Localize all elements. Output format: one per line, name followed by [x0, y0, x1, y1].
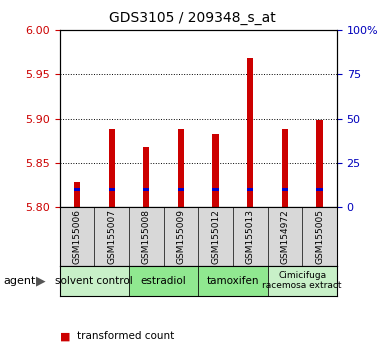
Text: solvent control: solvent control	[55, 275, 133, 286]
Bar	[316, 120, 323, 207]
Text: GSM154972: GSM154972	[280, 209, 290, 264]
Text: GSM155007: GSM155007	[107, 209, 116, 264]
Bar	[129, 266, 198, 296]
Bar	[143, 147, 149, 207]
Text: GSM155005: GSM155005	[315, 209, 324, 264]
Bar	[282, 188, 288, 191]
Bar	[213, 188, 219, 191]
Bar	[109, 188, 115, 191]
Text: transformed count: transformed count	[77, 331, 174, 341]
Bar	[213, 134, 219, 207]
Bar	[74, 188, 80, 191]
Bar	[178, 129, 184, 207]
Text: agent: agent	[4, 275, 36, 286]
Bar	[268, 266, 337, 296]
Bar	[282, 129, 288, 207]
Text: GSM155012: GSM155012	[211, 209, 220, 264]
Text: ▶: ▶	[35, 274, 45, 287]
Text: ■: ■	[60, 331, 70, 341]
Bar	[198, 266, 268, 296]
Bar	[247, 58, 253, 207]
Bar	[74, 182, 80, 207]
Text: Cimicifuga
racemosa extract: Cimicifuga racemosa extract	[263, 271, 342, 290]
Bar	[143, 188, 149, 191]
Text: GSM155013: GSM155013	[246, 209, 255, 264]
Bar	[60, 266, 129, 296]
Bar	[178, 188, 184, 191]
Text: GDS3105 / 209348_s_at: GDS3105 / 209348_s_at	[109, 11, 276, 25]
Bar	[316, 188, 323, 191]
Text: GSM155008: GSM155008	[142, 209, 151, 264]
Bar	[109, 129, 115, 207]
Bar	[247, 188, 253, 191]
Text: estradiol: estradiol	[141, 275, 186, 286]
Text: tamoxifen: tamoxifen	[207, 275, 259, 286]
Text: GSM155009: GSM155009	[176, 209, 186, 264]
Text: GSM155006: GSM155006	[72, 209, 82, 264]
